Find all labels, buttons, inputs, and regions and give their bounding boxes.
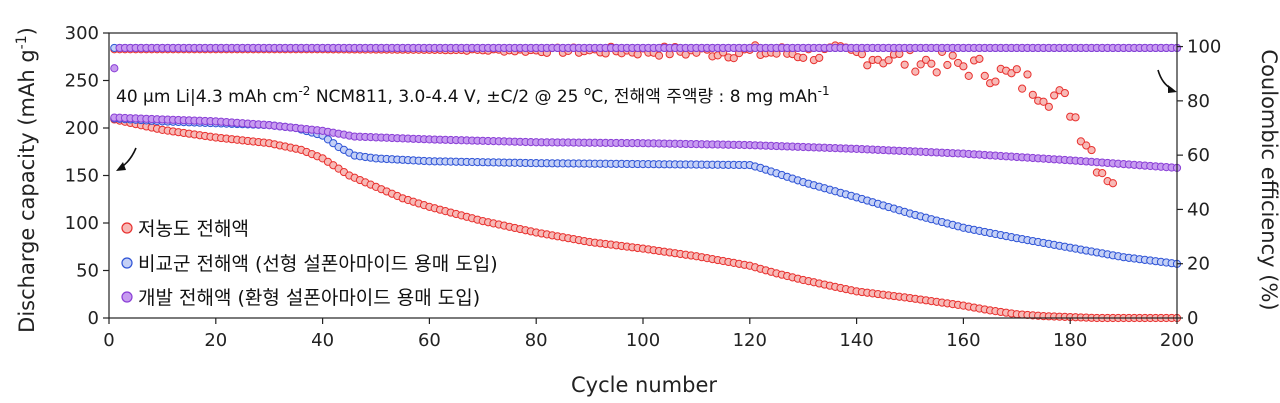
- ce-point-low-conc: [1028, 90, 1037, 99]
- ce-point-developed: [110, 64, 119, 73]
- ce-point-low-conc: [943, 60, 952, 70]
- ce-point-low-conc: [927, 59, 936, 68]
- ce-point-low-conc: [1060, 88, 1069, 98]
- ce-point-low-conc: [916, 60, 925, 69]
- ce-point-low-conc: [932, 68, 941, 77]
- ce-point-low-conc: [884, 56, 893, 65]
- condition-annotation: 40 μm Li|4.3 mAh cm-2 NCM811, 3.0-4.4 V,…: [116, 84, 830, 107]
- ce-point-low-conc: [1098, 169, 1107, 178]
- y-axis-right-title: Coulombic efficiency (%): [1257, 49, 1280, 310]
- arrow-left-axis: [116, 147, 137, 171]
- ce-point-low-conc: [863, 61, 872, 70]
- ce-point-low-conc: [975, 54, 984, 63]
- x-tick-label: 160: [946, 330, 980, 351]
- ce-point-low-conc: [1071, 113, 1080, 122]
- legend-item-low-conc: 저농도 전해액: [121, 218, 249, 240]
- ce-point-low-conc: [1050, 91, 1059, 100]
- x-tick-label: 40: [311, 330, 334, 351]
- y-left-tick-label: 250: [65, 71, 99, 92]
- ce-point-low-conc: [815, 53, 824, 62]
- x-tick-label: 180: [1053, 330, 1087, 351]
- ce-point-low-conc: [1044, 102, 1053, 111]
- x-tick-label: 60: [418, 330, 441, 351]
- capacity-points: [110, 113, 1182, 323]
- ce-point-low-conc: [1039, 97, 1048, 106]
- y-right-tick-label: 0: [1187, 308, 1198, 329]
- ce-point-low-conc: [1076, 137, 1085, 146]
- y-left-tick-label: 300: [65, 23, 99, 44]
- ce-point-low-conc: [911, 67, 920, 76]
- legend-label-comparison: 비교군 전해액 (선형 설폰아마이드 용매 도입): [138, 253, 498, 275]
- ce-point-low-conc: [1108, 179, 1118, 188]
- ce-point-low-conc: [1007, 69, 1016, 78]
- ce-point-low-conc: [1082, 141, 1091, 150]
- x-tick-label: 20: [204, 330, 227, 351]
- legend-marker-developed: [121, 291, 133, 303]
- arrow-right-curve: [1157, 69, 1173, 90]
- x-tick-label: 200: [1160, 330, 1194, 351]
- arrow-left-head: [116, 162, 126, 171]
- ce-point-low-conc: [1023, 70, 1032, 79]
- axes: 0 20 40 60 80 100 120 140 160 180 2000501001502002…: [65, 23, 1222, 351]
- ce-points: [110, 41, 1182, 188]
- ce-point-low-conc: [991, 77, 1000, 86]
- y-right-tick-label: 60: [1187, 145, 1210, 166]
- ce-point-low-conc: [799, 53, 808, 62]
- ce-point-low-conc: [948, 51, 957, 60]
- x-tick-label: 100: [626, 330, 660, 351]
- y-left-tick-label: 100: [65, 213, 99, 234]
- ce-point-low-conc: [980, 71, 989, 80]
- y-left-tick-label: 50: [76, 261, 99, 282]
- ce-point-low-conc: [1012, 65, 1021, 74]
- y-left-tick-label: 0: [88, 308, 99, 329]
- y-right-tick-label: 40: [1187, 199, 1210, 220]
- ce-point-low-conc: [959, 62, 968, 71]
- ce-point-low-conc: [1087, 145, 1096, 155]
- x-axis-title: Cycle number: [571, 373, 717, 397]
- legend-marker-low-conc: [121, 222, 133, 234]
- y-right-tick-label: 80: [1187, 91, 1210, 112]
- y-axis-left-title: Discharge capacity (mAh g-1): [14, 27, 39, 333]
- y-right-tick-label: 100: [1187, 37, 1221, 58]
- arrow-right-head: [1168, 85, 1177, 93]
- ce-point-low-conc: [654, 51, 664, 60]
- x-tick-label: 0: [103, 330, 114, 351]
- plot-frame: [108, 32, 1178, 319]
- x-tick-label: 140: [839, 330, 873, 351]
- x-tick-label: 120: [733, 330, 767, 351]
- legend-label-developed: 개발 전해액 (환형 설폰아마이드 용매 도입): [138, 287, 480, 309]
- x-tick-label: 80: [525, 330, 548, 351]
- arrow-right-axis: [1157, 69, 1177, 93]
- ce-point-low-conc: [729, 54, 738, 63]
- ce-point-low-conc: [900, 60, 909, 69]
- legend-item-comparison: 비교군 전해액 (선형 설폰아마이드 용매 도입): [121, 253, 498, 275]
- y-left-tick-label: 200: [65, 118, 99, 139]
- legend-label-low-conc: 저농도 전해액: [138, 218, 249, 240]
- legend-marker-comparison: [121, 257, 133, 269]
- ce-point-low-conc: [1018, 84, 1027, 93]
- ce-point-low-conc: [964, 71, 973, 81]
- y-left-tick-label: 150: [65, 166, 99, 187]
- legend-item-developed: 개발 전해액 (환형 설폰아마이드 용매 도입): [121, 287, 480, 309]
- legend: 저농도 전해액 비교군 전해액 (선형 설폰아마이드 용매 도입) 개발 전해액…: [121, 218, 498, 309]
- y-right-tick-label: 20: [1187, 254, 1210, 275]
